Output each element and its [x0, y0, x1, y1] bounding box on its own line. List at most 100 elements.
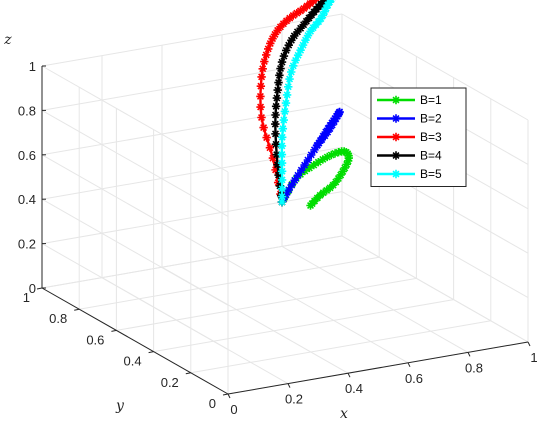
legend-marker-B=3	[391, 132, 401, 142]
marker-shape	[306, 201, 315, 210]
y-tick-mark	[36, 287, 43, 290]
y-axis-label: y	[115, 398, 125, 414]
marker-shape	[300, 160, 309, 170]
series-point-B=2	[325, 124, 335, 133]
marker-shape	[330, 149, 340, 158]
marker-shape	[296, 46, 305, 55]
series-point-B=3	[268, 153, 278, 163]
marker-shape	[277, 150, 287, 159]
marker-shape	[281, 190, 291, 199]
grid-line	[341, 191, 529, 299]
marker-shape	[274, 78, 283, 87]
marker-shape	[293, 51, 303, 60]
marker-shape	[262, 50, 271, 60]
marker-shape	[306, 27, 315, 36]
grid-line	[41, 235, 343, 289]
series-point-B=2	[323, 127, 332, 137]
marker-shape	[320, 7, 329, 16]
series-point-B=4	[293, 27, 302, 37]
series-point-B=2	[331, 114, 341, 123]
y-tick-mark	[74, 308, 80, 311]
series-point-B=2	[327, 120, 337, 130]
series-point-B=5	[323, 0, 332, 10]
series-point-B=1	[306, 201, 315, 210]
marker-shape	[327, 150, 336, 160]
grid-line	[341, 235, 529, 343]
series-point-B=1	[342, 160, 351, 169]
marker-shape	[276, 22, 285, 32]
marker-shape	[331, 177, 341, 187]
z-tick-label: 1	[29, 59, 36, 74]
marker-shape	[275, 71, 284, 80]
marker-shape	[272, 93, 282, 103]
marker-shape	[285, 74, 294, 84]
series-point-B=2	[300, 160, 309, 170]
marker-shape	[298, 40, 308, 50]
series-point-B=3	[264, 44, 273, 54]
marker-shape	[391, 132, 401, 142]
grid-line	[153, 299, 454, 353]
grid-line	[41, 65, 229, 173]
series-point-B=5	[321, 4, 331, 13]
series-point-B=4	[271, 110, 280, 120]
marker-shape	[271, 165, 280, 175]
series-point-B=1	[296, 170, 305, 179]
legend-label-B=2: B=2	[420, 112, 442, 126]
series-point-B=4	[273, 160, 282, 169]
series-point-B=2	[330, 117, 339, 126]
marker-shape	[277, 175, 287, 185]
marker-shape	[274, 170, 283, 180]
marker-shape	[296, 170, 305, 179]
grid-line	[41, 191, 343, 245]
grid-line	[341, 13, 529, 121]
marker-shape	[323, 127, 332, 137]
marker-shape	[323, 152, 332, 162]
marker-shape	[271, 129, 280, 139]
marker-shape	[277, 141, 287, 151]
series-point-B=2	[287, 180, 296, 190]
grid-line	[41, 243, 229, 351]
marker-shape	[343, 156, 353, 166]
x-tick-mark	[527, 341, 531, 347]
series-point-B=1	[338, 167, 347, 176]
marker-shape	[279, 115, 288, 125]
marker-shape	[334, 174, 343, 183]
series-point-B=5	[281, 98, 291, 108]
series-point-B=3	[256, 81, 266, 91]
marker-shape	[282, 46, 291, 55]
x-tick-label: 0.8	[465, 360, 483, 375]
marker-shape	[316, 14, 326, 23]
series-point-B=1	[327, 150, 336, 160]
marker-shape	[391, 95, 401, 105]
series-point-B=3	[260, 57, 269, 66]
series-point-B=3	[256, 102, 265, 112]
marker-shape	[331, 114, 341, 123]
grid-line	[41, 154, 229, 262]
series-point-B=1	[331, 177, 341, 187]
series-point-B=1	[314, 157, 323, 167]
series-point-B=4	[290, 31, 299, 41]
marker-shape	[284, 82, 293, 91]
x-tick-mark	[227, 393, 231, 399]
series-point-B=4	[275, 71, 284, 80]
series-point-B=5	[280, 107, 290, 116]
marker-shape	[271, 102, 281, 111]
series-point-B=5	[296, 46, 305, 55]
series-point-B=3	[259, 123, 268, 132]
marker-shape	[293, 171, 303, 180]
series-point-B=2	[303, 155, 313, 165]
marker-shape	[306, 150, 316, 160]
marker-shape	[321, 4, 331, 13]
series-point-B=1	[309, 160, 318, 170]
marker-shape	[277, 197, 287, 207]
marker-shape	[336, 170, 345, 180]
series-point-B=2	[306, 150, 316, 160]
marker-shape	[281, 98, 291, 108]
series-point-B=5	[289, 61, 298, 71]
series-point-B=5	[279, 115, 288, 125]
series-point-B=4	[279, 51, 289, 61]
marker-shape	[264, 44, 273, 54]
x-axis-line	[227, 341, 529, 395]
series-point-B=5	[287, 67, 296, 77]
